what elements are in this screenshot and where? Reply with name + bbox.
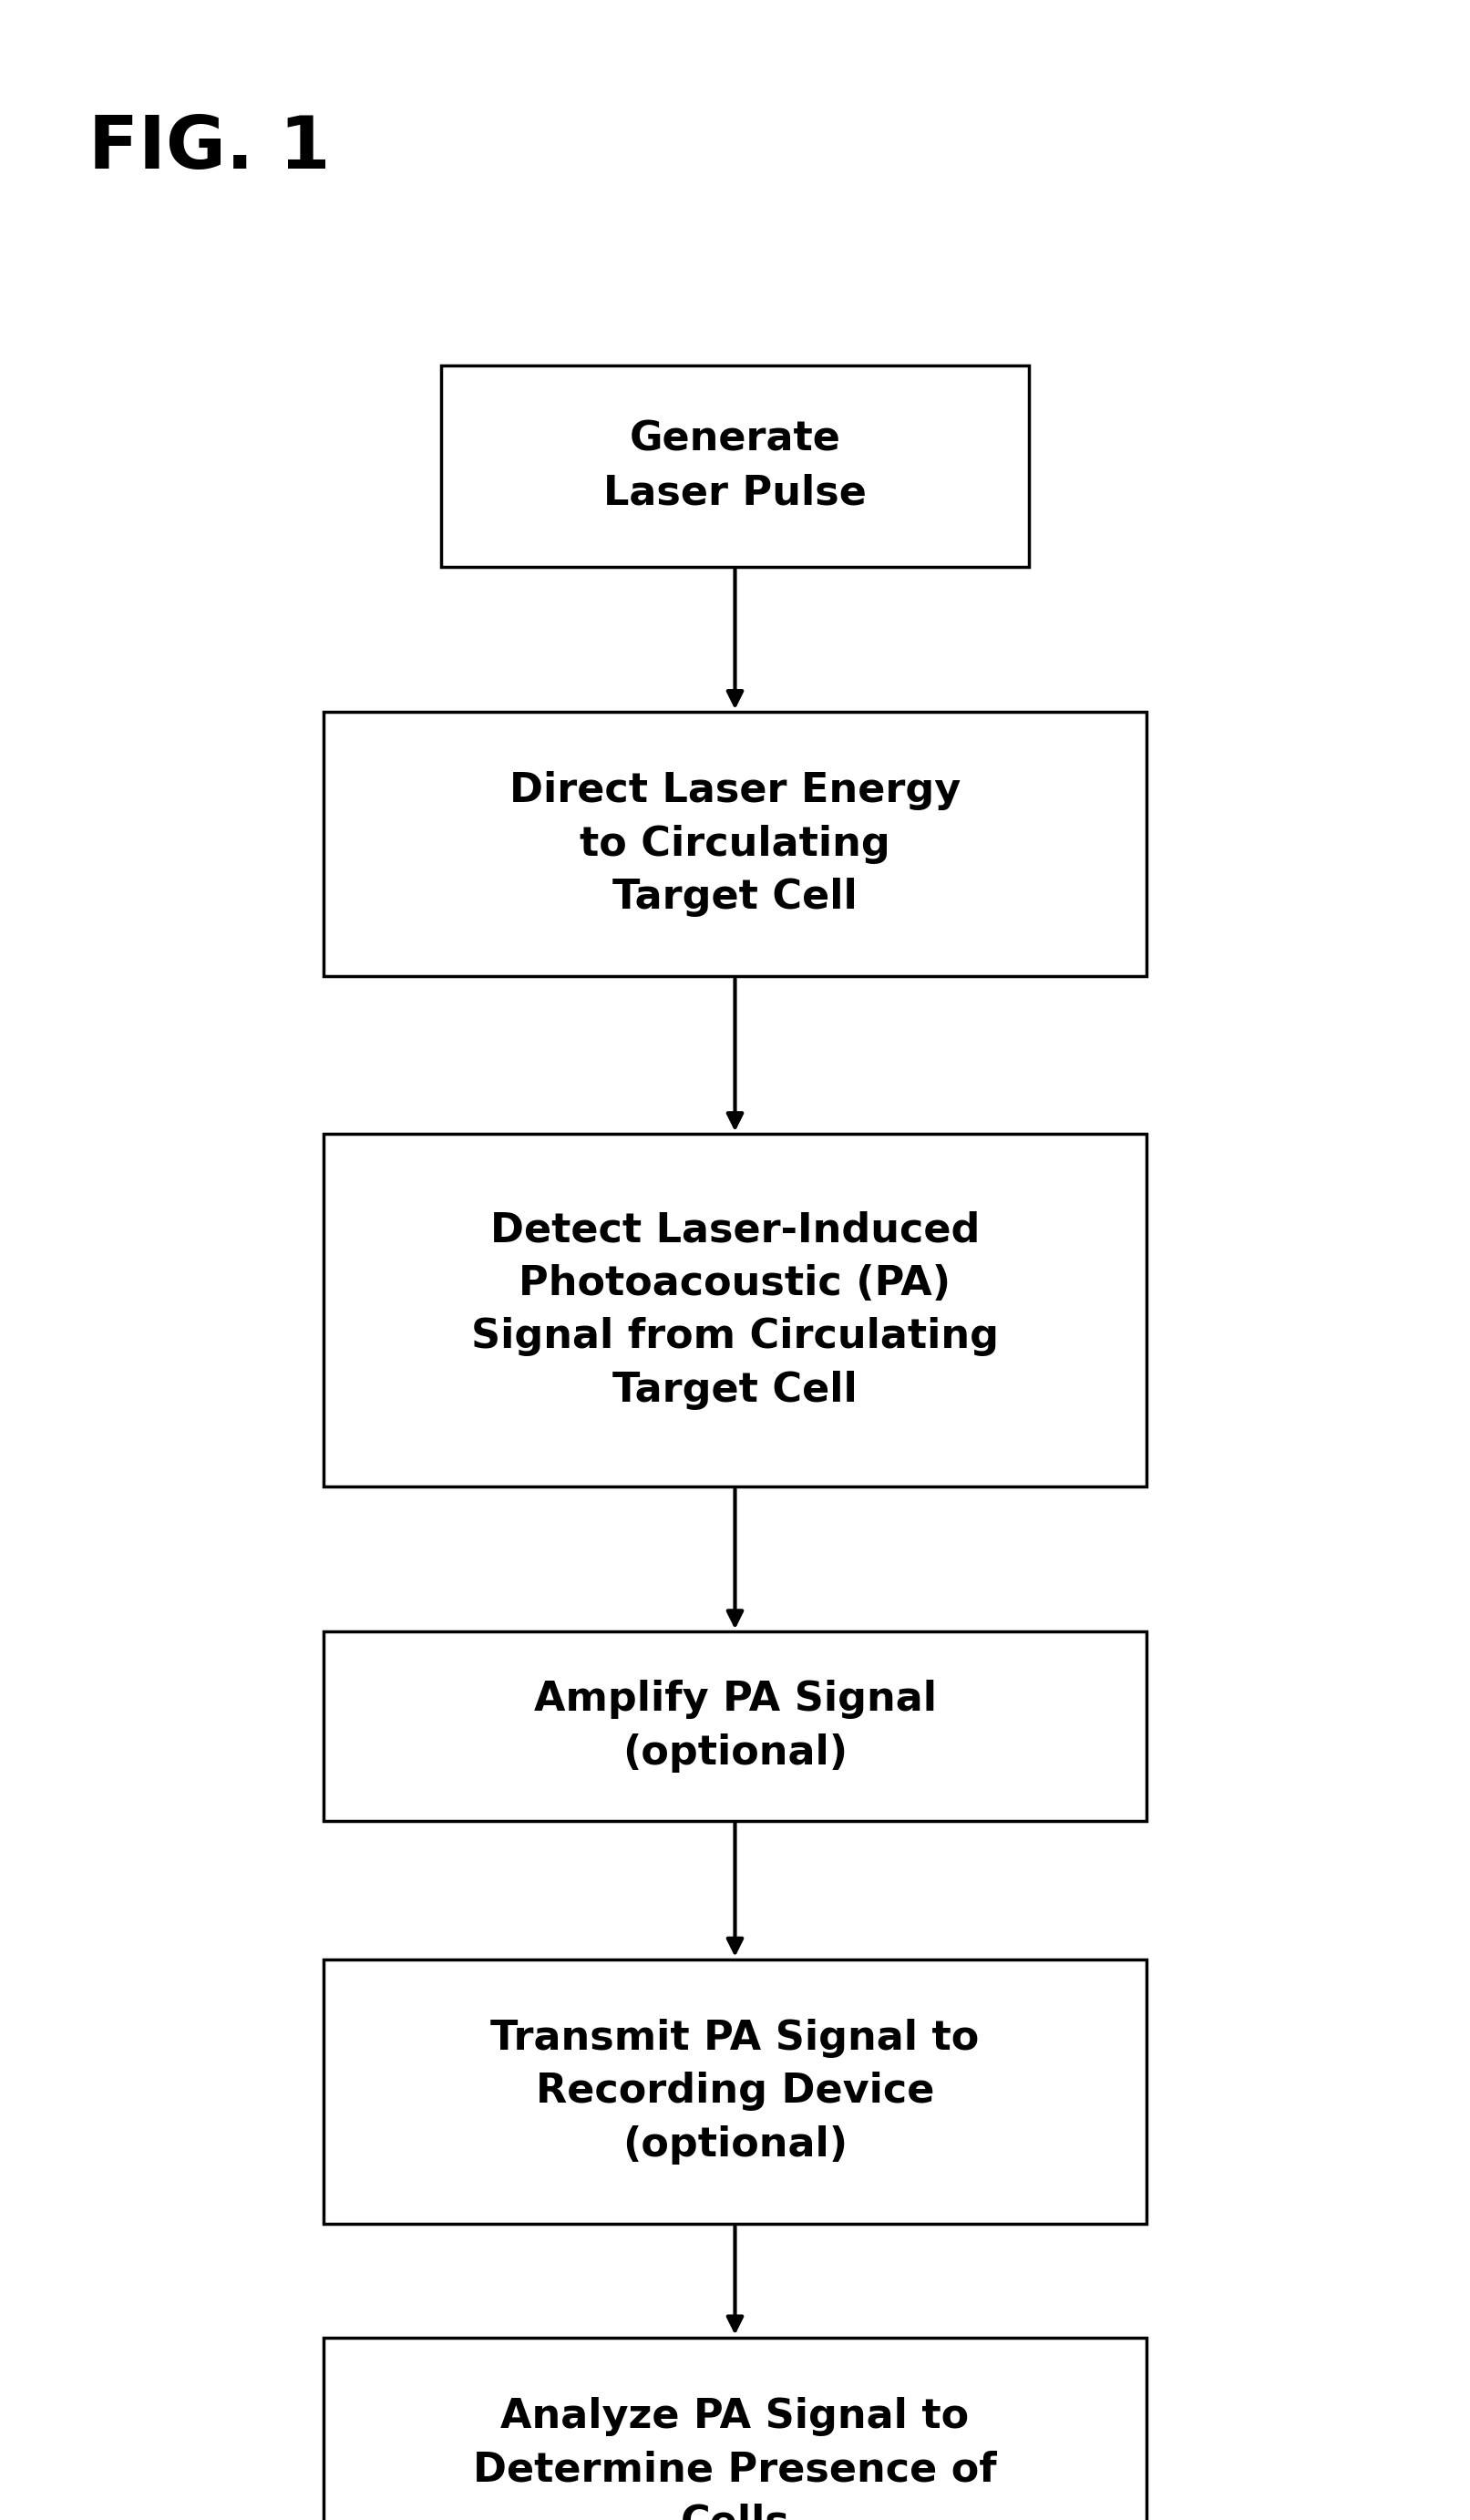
Bar	[441, 365, 1029, 567]
Text: Generate
Laser Pulse: Generate Laser Pulse	[603, 421, 867, 512]
Text: FIG. 1: FIG. 1	[88, 113, 331, 184]
Text: Amplify PA Signal
(optional): Amplify PA Signal (optional)	[534, 1681, 936, 1772]
Bar	[323, 1134, 1147, 1487]
Bar	[323, 711, 1147, 975]
Text: Transmit PA Signal to
Recording Device
(optional): Transmit PA Signal to Recording Device (…	[491, 2019, 979, 2165]
Text: Direct Laser Energy
to Circulating
Target Cell: Direct Laser Energy to Circulating Targe…	[509, 771, 961, 917]
Bar	[323, 2339, 1147, 2520]
Bar	[323, 1633, 1147, 1819]
Bar	[323, 1961, 1147, 2223]
Text: Analyze PA Signal to
Determine Presence of
Cells: Analyze PA Signal to Determine Presence …	[473, 2397, 997, 2520]
Text: Detect Laser-Induced
Photoacoustic (PA)
Signal from Circulating
Target Cell: Detect Laser-Induced Photoacoustic (PA) …	[472, 1212, 998, 1409]
